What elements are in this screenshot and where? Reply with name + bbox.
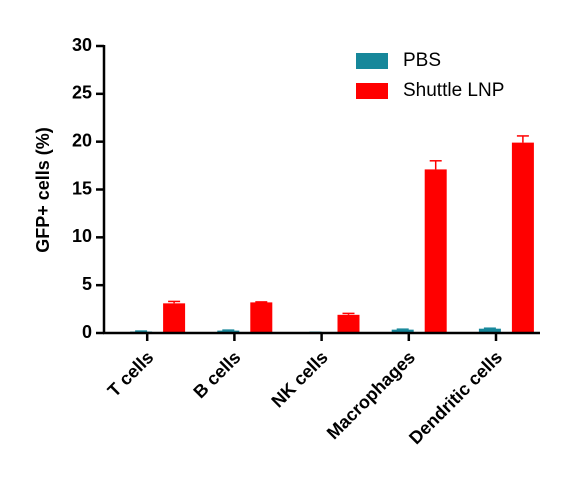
x-tick-label: NK cells xyxy=(267,347,331,411)
legend-label: Shuttle LNP xyxy=(403,80,504,101)
bar xyxy=(391,329,414,333)
y-axis-label: GFP+ cells (%) xyxy=(33,127,53,253)
y-tick-label: 5 xyxy=(82,274,92,294)
legend-label: PBS xyxy=(403,50,441,71)
y-tick-label: 15 xyxy=(72,178,92,198)
x-tick-label: B cells xyxy=(189,347,244,402)
y-tick-label: 30 xyxy=(72,35,92,55)
legend-swatch xyxy=(356,53,388,69)
x-tick-label: T cells xyxy=(104,347,158,401)
bar xyxy=(478,328,501,333)
y-tick-label: 25 xyxy=(72,83,92,103)
bar xyxy=(424,169,447,333)
x-tick-label: Dendritic cells xyxy=(405,347,506,448)
x-tick-label: Macrophages xyxy=(323,347,419,443)
y-tick-label: 0 xyxy=(82,322,92,342)
y-tick-label: 10 xyxy=(72,226,92,246)
bar xyxy=(337,314,360,333)
bar xyxy=(163,303,186,333)
bar xyxy=(511,142,534,333)
bar xyxy=(250,302,273,333)
y-tick-label: 20 xyxy=(72,130,92,150)
legend-swatch xyxy=(356,83,388,99)
